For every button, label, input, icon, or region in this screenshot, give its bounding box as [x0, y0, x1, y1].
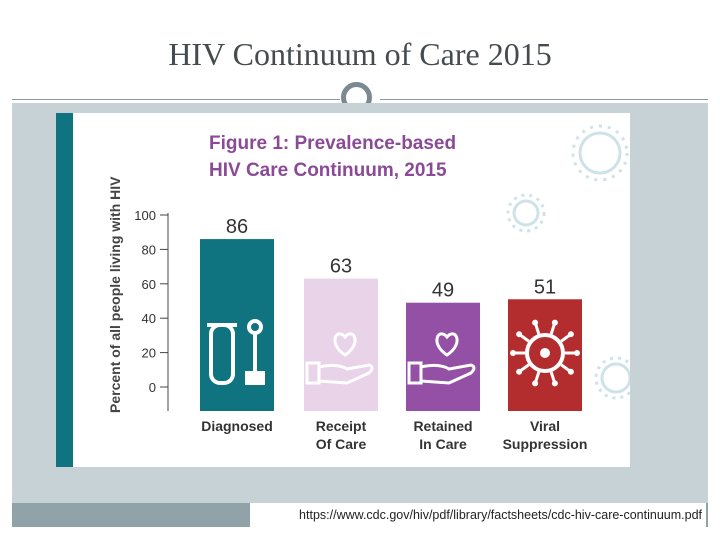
- virus-body: [525, 333, 565, 373]
- chart-svg: Figure 1: Prevalence-based HIV Care Cont…: [56, 113, 638, 467]
- slide-title: HIV Continuum of Care 2015: [168, 36, 552, 72]
- heart-shape: [333, 332, 357, 357]
- category-label: Receipt: [316, 418, 367, 434]
- y-tick-label: 80: [142, 242, 156, 257]
- category-label: Viral: [530, 418, 560, 434]
- virus-spike-tip: [516, 331, 523, 338]
- virus-spike-tip: [574, 350, 580, 356]
- virus-spike-tip: [551, 380, 558, 387]
- chart-image: Figure 1: Prevalence-based HIV Care Cont…: [56, 113, 638, 467]
- swab-base: [245, 371, 265, 385]
- y-tick-label: 100: [134, 208, 156, 223]
- bar-3: [406, 302, 480, 411]
- hand-cuff: [407, 361, 423, 385]
- bar-value-label: 63: [330, 256, 352, 278]
- category-label: Diagnosed: [201, 418, 273, 434]
- virus-spike: [560, 334, 571, 343]
- bar-2: [304, 278, 378, 411]
- virus-spike: [519, 334, 530, 343]
- virus-spike-tip: [551, 319, 558, 326]
- chart-title-line1: Figure 1: Prevalence-based: [209, 133, 456, 154]
- source-citation: https://www.cdc.gov/hiv/pdf/library/fact…: [250, 503, 706, 527]
- virus-spike-tip: [510, 350, 516, 356]
- virus-spike: [560, 363, 571, 372]
- virus-icon: [510, 319, 580, 387]
- y-axis-label: Percent of all people living with HIV: [107, 176, 123, 413]
- hand-palm: [318, 363, 374, 385]
- bar-value-label: 49: [432, 280, 454, 302]
- virus-spike: [549, 324, 556, 335]
- category-label-line2: Of Care: [316, 436, 367, 452]
- chart-left-strip: [56, 113, 73, 467]
- category-label-line2: Suppression: [503, 436, 588, 452]
- virus-spike-tip: [567, 331, 574, 338]
- heart-in-hand-icon: [305, 332, 374, 385]
- virus-spike: [534, 371, 541, 382]
- category-label-line2: In Care: [419, 436, 467, 452]
- category-label: Retained: [413, 418, 472, 434]
- y-tick-label: 60: [142, 277, 156, 292]
- y-tick-label: 0: [149, 380, 156, 395]
- virus-core: [540, 348, 550, 358]
- title-divider-left: [12, 99, 340, 100]
- heart-shape: [435, 332, 459, 357]
- virus-spike: [534, 324, 541, 335]
- heart-in-hand-icon: [407, 332, 476, 385]
- virus-spike: [519, 363, 530, 372]
- virus-spike-tip: [532, 380, 539, 387]
- virus-spike-tip: [567, 368, 574, 375]
- bar-value-label: 86: [226, 216, 248, 238]
- title-divider-right: [380, 99, 708, 100]
- virus-spike-tip: [532, 319, 539, 326]
- virus-spike: [549, 371, 556, 382]
- y-tick-label: 40: [142, 311, 156, 326]
- hand-palm: [420, 363, 476, 385]
- chart-title-line2: HIV Care Continuum, 2015: [209, 160, 447, 181]
- virus-spike-tip: [516, 368, 523, 375]
- test-tube-swab-icon: [207, 319, 265, 385]
- bar-value-label: 51: [534, 276, 556, 298]
- hand-cuff: [305, 361, 321, 385]
- y-tick-label: 20: [142, 346, 156, 361]
